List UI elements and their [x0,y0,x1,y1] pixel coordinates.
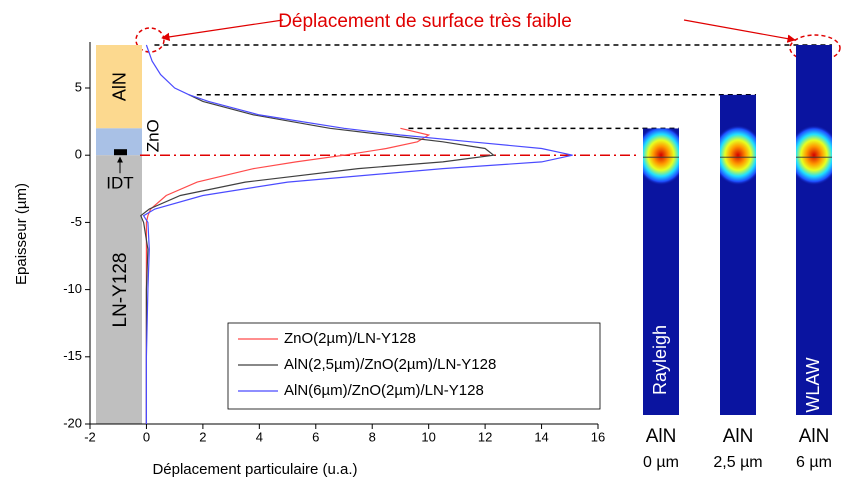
panel-thickness: 2,5 µm [713,454,762,471]
line-series [145,127,431,424]
x-axis-label: Déplacement particulaire (u.a.) [152,461,357,478]
panel-mode: Rayleigh [650,325,670,395]
y-tick-label: 5 [75,79,82,94]
heatmap-hotspot [643,128,679,186]
x-tick-label: 10 [421,429,435,444]
x-tick-label: 0 [143,429,150,444]
heatmap [796,45,832,415]
x-tick-label: 14 [534,429,548,444]
line-series [142,44,573,424]
x-tick-label: 16 [591,429,605,444]
layer-label: AlN [110,72,130,101]
panel-thickness: 0 µm [643,454,679,471]
line-series [140,94,496,424]
heatmap [720,94,756,415]
panel-thickness: 6 µm [796,454,832,471]
heatmap-hotspot [796,125,832,186]
layer-label: LN-Y128 [110,253,131,328]
panel-material: AlN [723,426,754,447]
x-tick-label: 6 [312,429,319,444]
annotation-arrow [683,19,796,43]
panel-material: AlN [799,426,830,447]
y-tick-label: -10 [63,281,82,296]
legend-label: AlN(2,5µm)/ZnO(2µm)/LN-Y128 [284,356,496,373]
y-tick-label: -5 [70,214,82,229]
annotation: Déplacement de surface très faible [278,11,572,32]
y-tick-label: -20 [63,415,82,430]
y-tick-label: -15 [63,348,82,363]
x-tick-label: 4 [256,429,263,444]
layer [96,155,142,424]
x-tick-label: 2 [199,429,206,444]
legend-label: AlN(6µm)/ZnO(2µm)/LN-Y128 [284,382,484,399]
y-axis-label: Epaisseur (µm) [13,183,30,285]
idt-electrode [114,149,127,156]
annotation-arrow [161,19,284,42]
heatmap-bg [796,45,832,415]
panel-mode: WLAW [803,357,823,412]
panel-material: AlN [646,426,677,447]
heatmap-hotspot [720,125,756,186]
x-tick-label: 8 [369,429,376,444]
legend-box [227,322,601,410]
layer-label: ZnO [143,119,162,152]
x-tick-label: 12 [478,429,492,444]
x-tick-label: -2 [84,429,96,444]
legend-label: ZnO(2µm)/LN-Y128 [284,330,416,347]
heatmap [643,128,679,416]
idt-label: IDT [106,174,133,193]
layer [96,45,142,129]
y-tick-label: 0 [75,147,82,162]
highlight [135,27,165,53]
